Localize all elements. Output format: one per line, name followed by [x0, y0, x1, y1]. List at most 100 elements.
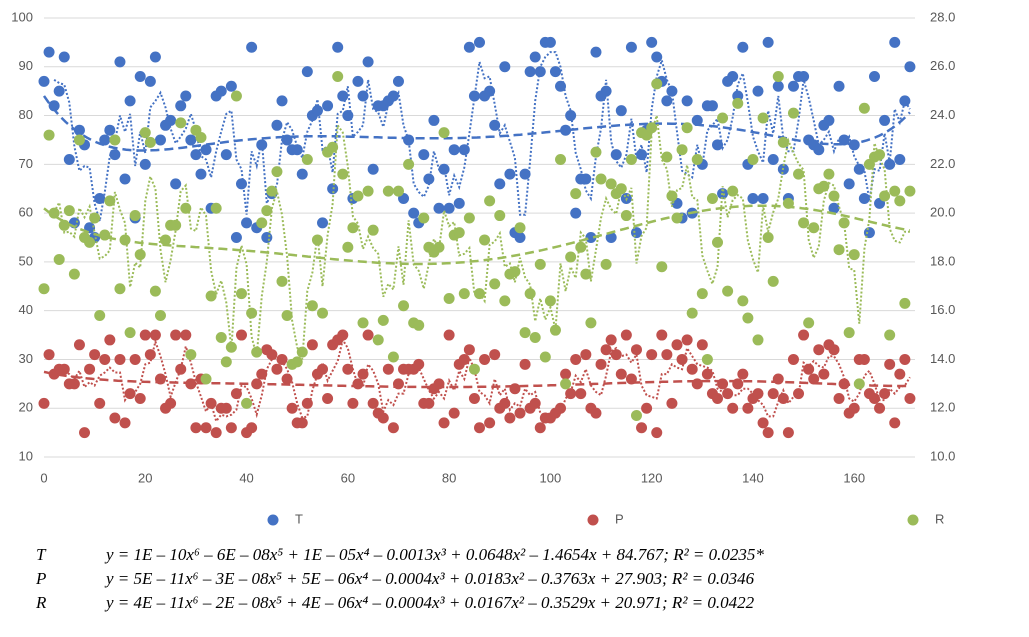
- point: [757, 112, 769, 124]
- point: [246, 307, 258, 319]
- point: [134, 249, 146, 261]
- point: [170, 329, 182, 341]
- point: [686, 363, 698, 375]
- point: [681, 122, 693, 134]
- point: [560, 368, 572, 380]
- point: [752, 85, 764, 97]
- point: [879, 114, 891, 126]
- series: [38, 36, 916, 243]
- point: [706, 100, 718, 112]
- point: [144, 136, 156, 148]
- point: [200, 144, 212, 156]
- point: [737, 41, 749, 53]
- point: [317, 217, 329, 229]
- point: [651, 78, 663, 90]
- point: [347, 397, 359, 409]
- point: [53, 253, 65, 265]
- point: [585, 232, 597, 243]
- point: [413, 319, 425, 331]
- point: [58, 219, 70, 231]
- point: [403, 134, 415, 146]
- point: [423, 397, 435, 409]
- point: [241, 397, 253, 409]
- point: [448, 407, 460, 419]
- point: [504, 412, 516, 424]
- point: [848, 402, 860, 414]
- x-tick-label: 80: [442, 470, 456, 485]
- point: [271, 166, 283, 178]
- legend-marker: [907, 514, 919, 526]
- point: [863, 227, 875, 239]
- point: [803, 363, 815, 375]
- moving-average: [53, 115, 910, 360]
- point: [560, 124, 572, 136]
- point: [281, 310, 293, 322]
- point: [534, 258, 546, 270]
- y-tick-label: 90: [19, 58, 33, 73]
- point: [823, 168, 835, 180]
- point: [509, 383, 521, 395]
- point: [73, 124, 85, 136]
- point: [230, 388, 242, 400]
- point: [899, 95, 911, 107]
- point: [555, 153, 567, 165]
- point: [43, 46, 55, 58]
- y-tick-label: 10: [19, 448, 33, 463]
- point: [104, 124, 116, 136]
- point: [757, 417, 769, 429]
- point: [722, 388, 734, 400]
- point: [651, 427, 663, 439]
- point: [620, 329, 632, 341]
- point: [271, 119, 283, 131]
- point: [139, 127, 151, 139]
- point: [205, 290, 217, 302]
- point: [808, 373, 820, 385]
- point: [63, 153, 75, 165]
- point: [200, 373, 212, 385]
- point: [89, 349, 101, 361]
- point: [484, 85, 496, 97]
- point: [565, 251, 577, 263]
- legend-marker: [267, 514, 279, 526]
- point: [241, 217, 253, 229]
- point: [367, 397, 379, 409]
- point: [549, 66, 561, 78]
- point: [342, 363, 354, 375]
- point: [367, 224, 379, 236]
- point: [220, 402, 232, 414]
- point: [514, 222, 526, 234]
- point: [712, 392, 724, 404]
- point: [595, 173, 607, 185]
- point: [504, 168, 516, 180]
- point: [235, 178, 247, 190]
- point: [271, 363, 283, 375]
- y-tick-label: 60: [19, 205, 33, 220]
- point: [519, 358, 531, 370]
- point: [94, 397, 106, 409]
- point: [661, 95, 673, 107]
- point: [681, 334, 693, 346]
- moving-average: [53, 337, 911, 424]
- point: [104, 195, 116, 207]
- point: [737, 295, 749, 307]
- point: [904, 61, 916, 73]
- point: [833, 80, 845, 92]
- point: [656, 329, 668, 341]
- point: [529, 51, 541, 63]
- point: [296, 417, 308, 429]
- point: [453, 227, 465, 239]
- point: [524, 66, 536, 78]
- point: [129, 353, 141, 365]
- point: [828, 202, 840, 214]
- point: [175, 363, 187, 375]
- point: [84, 363, 96, 375]
- point: [43, 349, 55, 361]
- point: [595, 358, 607, 370]
- point: [357, 317, 369, 329]
- point: [382, 185, 394, 197]
- point: [752, 388, 764, 400]
- point: [342, 241, 354, 253]
- point: [752, 334, 764, 346]
- point: [828, 190, 840, 202]
- y2-tick-label: 24.0: [930, 107, 955, 122]
